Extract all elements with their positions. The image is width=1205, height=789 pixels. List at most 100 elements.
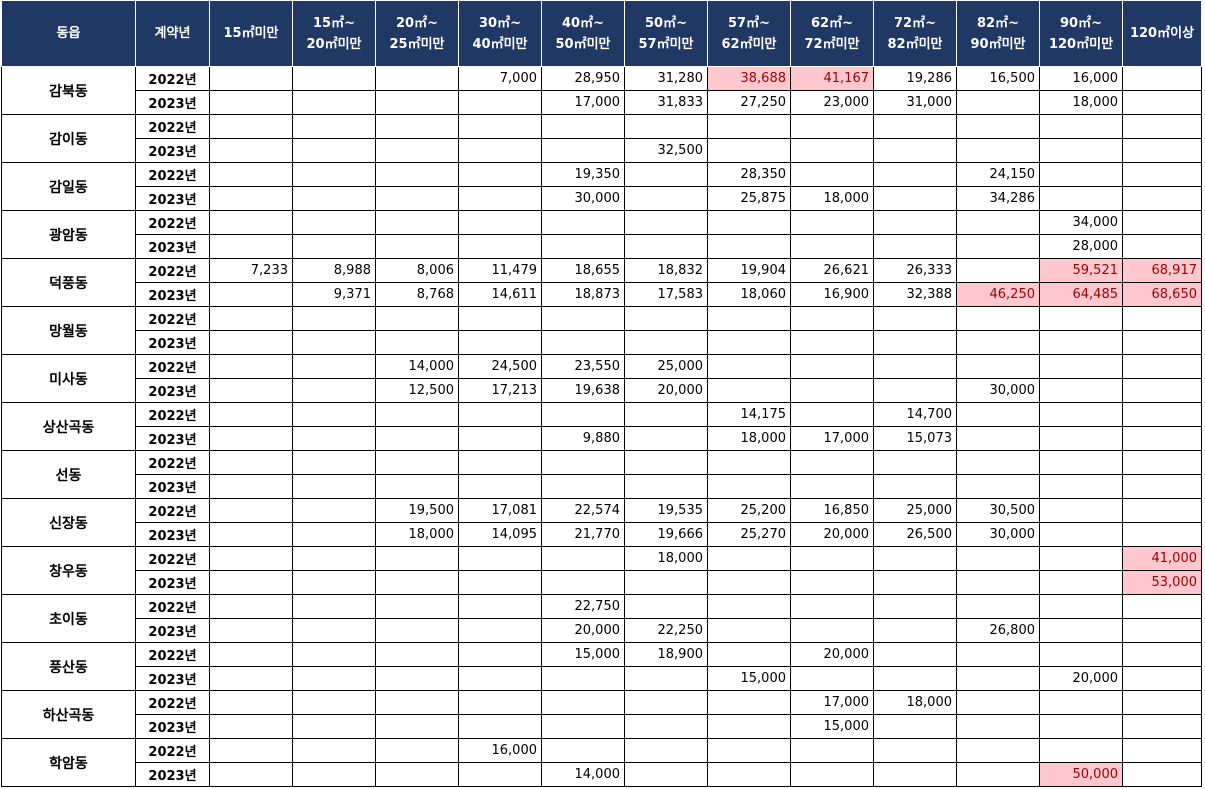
price-cell: [707, 138, 791, 163]
contract-year: 2023년: [135, 474, 210, 499]
table-row: 선동 2022년: [1, 450, 1202, 499]
contract-year: 2022년: [135, 738, 210, 763]
contract-year: 2023년: [135, 138, 210, 163]
header-area-bin: 50㎡~ 57㎡미만: [624, 0, 708, 67]
price-cell: [375, 762, 459, 787]
price-cell: 30,000: [956, 522, 1040, 547]
price-cell: 20,000: [624, 378, 708, 403]
price-cell: [209, 138, 293, 163]
price-cell: 8,988: [292, 258, 376, 283]
contract-year: 2022년: [135, 594, 210, 619]
price-cell: 50,000: [1039, 762, 1123, 787]
price-cell: 22,250: [624, 618, 708, 643]
price-cell: [541, 402, 625, 427]
table-row: 2023년 12,500 17,213 19,638 20,000 30,000: [2, 378, 1202, 403]
price-cell: [624, 426, 708, 451]
price-cell: 18,000: [873, 690, 957, 715]
price-cell: [790, 450, 874, 475]
price-cell: [1122, 426, 1202, 451]
header-dong: 동읍: [1, 0, 136, 67]
header-area-bin: 30㎡~ 40㎡미만: [458, 0, 542, 67]
table-row: 2023년 28,000: [2, 234, 1202, 259]
header-area-line2: 57㎡미만: [638, 36, 694, 52]
table-row: 창우동 2022년 18,000 41,000: [1, 546, 1202, 595]
header-area-line2: 72㎡미만: [804, 36, 860, 52]
dong-name: 미사동: [1, 354, 136, 403]
price-cell: [956, 138, 1040, 163]
price-cell: [1122, 618, 1202, 643]
price-cell: [956, 90, 1040, 115]
price-cell: 18,900: [624, 642, 708, 667]
price-cell: 68,650: [1122, 282, 1202, 307]
price-cell: [873, 378, 957, 403]
price-cell: 25,000: [624, 354, 708, 379]
price-cell: 26,621: [790, 258, 874, 283]
contract-year: 2023년: [135, 666, 210, 691]
contract-year: 2022년: [135, 306, 210, 331]
price-cell: [707, 330, 791, 355]
price-cell: [292, 618, 376, 643]
header-area-bin: 82㎡~ 90㎡미만: [956, 0, 1040, 67]
price-cell: [292, 210, 376, 235]
price-cell: [458, 186, 542, 211]
price-cell: [375, 546, 459, 571]
price-cell: [541, 570, 625, 595]
header-row: 동읍 계약년 15㎡미만 15㎡~ 20㎡미만 20㎡~ 25㎡미만 30㎡~ 40㎡미만 4…: [1, 0, 1202, 67]
price-cell: [956, 738, 1040, 763]
price-cell: [375, 714, 459, 739]
price-cell: 19,904: [707, 258, 791, 283]
price-cell: 25,270: [707, 522, 791, 547]
price-cell: 20,000: [1039, 666, 1123, 691]
price-cell: [707, 306, 791, 331]
price-cell: [209, 666, 293, 691]
price-cell: [873, 546, 957, 571]
price-cell: 38,688: [707, 66, 791, 91]
price-cell: [873, 330, 957, 355]
price-cell: [956, 354, 1040, 379]
price-cell: [707, 618, 791, 643]
price-cell: [873, 354, 957, 379]
price-cell: [1122, 738, 1202, 763]
price-cell: [624, 210, 708, 235]
price-cell: 7,000: [458, 66, 542, 91]
contract-year: 2022년: [135, 450, 210, 475]
header-area-line2: 90㎡미만: [970, 36, 1026, 52]
price-cell: 26,500: [873, 522, 957, 547]
price-cell: [956, 306, 1040, 331]
table-row: 미사동 2022년 14,000 24,500 23,550 25,000: [1, 354, 1202, 403]
header-area-line1: 72㎡~: [894, 15, 936, 31]
price-cell: 8,768: [375, 282, 459, 307]
price-cell: [956, 594, 1040, 619]
dong-name: 덕풍동: [1, 258, 136, 307]
price-cell: [209, 642, 293, 667]
contract-year: 2022년: [135, 114, 210, 139]
price-cell: [541, 138, 625, 163]
price-cell: 28,000: [1039, 234, 1123, 259]
price-cell: 14,700: [873, 402, 957, 427]
price-cell: [292, 762, 376, 787]
price-cell: 32,388: [873, 282, 957, 307]
price-cell: [873, 570, 957, 595]
price-cell: 15,000: [707, 666, 791, 691]
price-cell: [790, 546, 874, 571]
price-cell: [1039, 690, 1123, 715]
header-area-bin: 15㎡~ 20㎡미만: [292, 0, 376, 67]
price-cell: 22,574: [541, 498, 625, 523]
contract-year: 2023년: [135, 90, 210, 115]
price-cell: [1039, 426, 1123, 451]
contract-year: 2022년: [135, 162, 210, 187]
table-header: 동읍 계약년 15㎡미만 15㎡~ 20㎡미만 20㎡~ 25㎡미만 30㎡~ 40㎡미만 4…: [1, 0, 1202, 67]
price-cell: [1039, 330, 1123, 355]
price-cell: 30,000: [541, 186, 625, 211]
table-row: 초이동 2022년 22,750: [1, 594, 1202, 643]
table-row: 광암동 2022년 34,000: [1, 210, 1202, 259]
price-cell: [458, 306, 542, 331]
price-cell: [1122, 714, 1202, 739]
price-cell: [541, 714, 625, 739]
price-cell: [375, 114, 459, 139]
price-cell: [873, 642, 957, 667]
header-area-line2: 62㎡미만: [721, 36, 777, 52]
price-cell: [292, 474, 376, 499]
price-cell: [790, 162, 874, 187]
price-cell: [1039, 642, 1123, 667]
